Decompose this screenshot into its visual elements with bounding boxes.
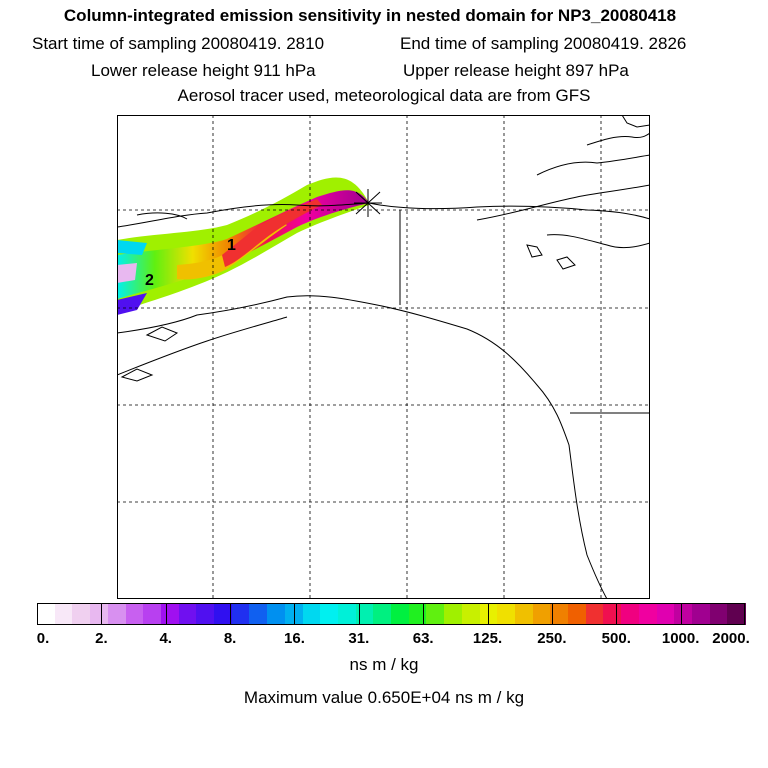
colorbar-cell [532, 603, 551, 625]
colorbar-tick-label: 125. [472, 630, 503, 647]
colorbar-cell [355, 603, 374, 625]
colorbar-divider [37, 603, 38, 625]
colorbar-divider [165, 603, 167, 625]
colorbar-cell [337, 603, 357, 625]
political-borders [399, 210, 650, 414]
colorbar-cell [568, 603, 587, 625]
colorbar-cell [125, 603, 144, 625]
colorbar-divider [744, 603, 745, 625]
colorbar-cell [621, 603, 640, 625]
colorbar-cell [727, 603, 746, 625]
colorbar-cell [37, 603, 56, 625]
colorbar-cell [90, 603, 109, 625]
tracer-note: Aerosol tracer used, meteorological data… [177, 86, 591, 105]
sensitivity-plume [117, 177, 369, 315]
colorbar-tick-label: 16. [284, 630, 305, 647]
colorbar-divider [616, 603, 618, 625]
colorbar-tick-label: 31. [348, 630, 370, 647]
start-time: Start time of sampling 20080419. 2810 [32, 34, 325, 53]
colorbar-cell [160, 603, 180, 625]
colorbar-tick-label: 2000. [712, 630, 750, 647]
map-panel: 1 2 [117, 115, 650, 599]
end-time: End time of sampling 20080419. 2826 [400, 34, 687, 53]
colorbar-tick-label: 1000. [661, 630, 700, 647]
colorbar-divider [487, 603, 489, 625]
colorbar [37, 603, 746, 625]
colorbar-tick-label: 63. [412, 630, 434, 647]
colorbar-cell [497, 603, 516, 625]
colorbar-cell [674, 603, 693, 625]
colorbar-cell [196, 603, 215, 625]
colorbar-tick-label: 4. [159, 630, 172, 647]
colorbar-cell [320, 603, 339, 625]
release-site-star-icon [354, 189, 382, 217]
colorbar-cell [267, 603, 286, 625]
colorbar-tick-label: 0. [36, 630, 50, 647]
colorbar-cell [514, 603, 534, 625]
graticule [117, 115, 650, 599]
upper-release-height: Upper release height 897 hPa [403, 61, 629, 80]
colorbar-cell [107, 603, 127, 625]
coastlines [117, 115, 650, 599]
maximum-value: Maximum value 0.650E+04 ns m / kg [243, 688, 525, 707]
chart-title: Column-integrated emission sensitivity i… [63, 6, 677, 25]
plume-marker-1: 1 [227, 237, 236, 254]
colorbar-cell [284, 603, 304, 625]
colorbar-divider [680, 603, 682, 625]
plume-marker-2: 2 [145, 272, 154, 289]
units-label: ns m / kg [349, 655, 419, 674]
colorbar-divider [230, 603, 232, 625]
colorbar-cell [302, 603, 321, 625]
colorbar-cell [444, 603, 463, 625]
colorbar-cell [249, 603, 268, 625]
colorbar-cell [72, 603, 91, 625]
colorbar-cell [143, 603, 162, 625]
colorbar-cell [231, 603, 250, 625]
colorbar-cell [479, 603, 498, 625]
colorbar-divider [294, 603, 296, 625]
colorbar-tick-label: 2. [95, 630, 108, 647]
colorbar-cell [656, 603, 675, 625]
colorbar-cell [391, 603, 410, 625]
colorbar-divider [551, 603, 553, 625]
colorbar-cell [550, 603, 569, 625]
colorbar-cell [461, 603, 481, 625]
colorbar-cell [585, 603, 604, 625]
colorbar-divider [423, 603, 425, 625]
colorbar-cell [214, 603, 233, 625]
colorbar-cell [709, 603, 728, 625]
colorbar-frame [37, 603, 745, 625]
colorbar-cell [54, 603, 73, 625]
colorbar-cell [691, 603, 711, 625]
colorbar-tick-label: 8. [223, 630, 237, 647]
colorbar-divider [358, 603, 360, 625]
map-frame [117, 115, 650, 599]
colorbar-cell [426, 603, 445, 625]
colorbar-cell [408, 603, 427, 625]
lower-release-height: Lower release height 911 hPa [91, 61, 316, 80]
colorbar-tick-label: 250. [537, 630, 567, 647]
colorbar-cell [638, 603, 658, 625]
colorbar-tick-label: 500. [601, 630, 631, 647]
colorbar-cell [373, 603, 392, 625]
colorbar-cell [178, 603, 197, 625]
colorbar-divider [101, 603, 103, 625]
